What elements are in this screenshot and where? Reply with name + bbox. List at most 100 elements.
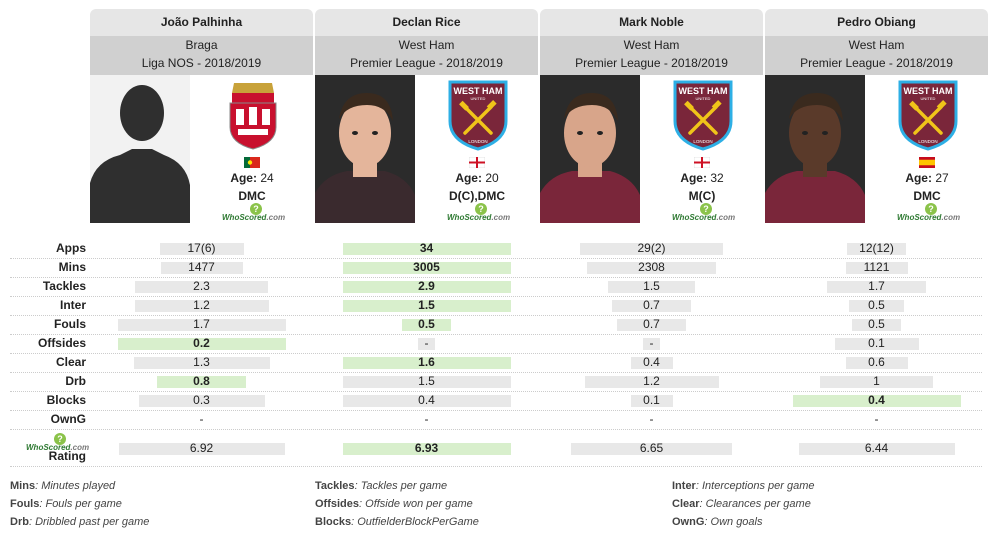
age-label: Age: bbox=[905, 171, 932, 185]
stat-cell: 1121 bbox=[765, 258, 988, 277]
row-divider bbox=[10, 315, 982, 316]
svg-text:LONDON: LONDON bbox=[693, 139, 712, 144]
stat-value: - bbox=[424, 412, 429, 426]
whoscored-link[interactable]: ? WhoScored.com bbox=[672, 203, 736, 225]
stat-cell: 1.6 bbox=[315, 353, 538, 372]
legend-key: OwnG bbox=[672, 516, 705, 528]
stat-bar bbox=[793, 395, 961, 407]
stat-value: 1.5 bbox=[418, 298, 435, 312]
stat-label: Inter bbox=[10, 296, 86, 316]
stat-value: - bbox=[199, 412, 204, 426]
stat-cell: 2.9 bbox=[315, 277, 538, 296]
whoscored-question-icon: ? bbox=[700, 203, 712, 215]
stat-bar bbox=[343, 281, 511, 293]
stat-label: Blocks bbox=[10, 391, 86, 411]
stat-value: 0.5 bbox=[418, 317, 435, 331]
svg-text:LONDON: LONDON bbox=[468, 139, 487, 144]
legend-key: Blocks bbox=[315, 516, 352, 528]
player-position: D(C),DMC bbox=[449, 189, 505, 203]
team-name[interactable]: West Ham bbox=[765, 36, 988, 54]
legend-key: Drb bbox=[10, 516, 29, 528]
age-value: 20 bbox=[485, 171, 499, 185]
stat-value: 6.93 bbox=[414, 441, 439, 455]
whoscored-link[interactable]: ? WhoScored.com bbox=[222, 203, 285, 225]
stat-bar bbox=[134, 357, 270, 369]
stat-value: 0.1 bbox=[868, 336, 885, 350]
whoscored-wordmark: WhoScored bbox=[447, 213, 492, 222]
legend-key: Inter bbox=[672, 480, 696, 492]
stat-value: 0.1 bbox=[643, 393, 660, 407]
stat-label: Clear bbox=[10, 353, 86, 373]
rating-whoscored-link[interactable]: ? WhoScored.com bbox=[26, 433, 89, 455]
legend-desc: Own goals bbox=[710, 516, 763, 528]
svg-text:LONDON: LONDON bbox=[918, 139, 937, 144]
age-label: Age: bbox=[680, 171, 707, 185]
row-divider bbox=[10, 372, 982, 373]
team-name[interactable]: Braga bbox=[90, 36, 313, 54]
age-value: 24 bbox=[260, 171, 274, 185]
stat-value: - bbox=[424, 336, 429, 350]
west-ham-crest-icon[interactable]: WEST HAM UNITED LONDON bbox=[897, 79, 959, 151]
stat-cell: 0.7 bbox=[540, 315, 763, 334]
stat-bar bbox=[580, 243, 723, 255]
player-column: Declan Rice West Ham Premier League - 2018… bbox=[315, 9, 538, 233]
stat-value: 1.5 bbox=[643, 279, 660, 293]
stat-value: 3005 bbox=[413, 260, 440, 274]
legend-item: Inter: Interceptions per game bbox=[672, 480, 815, 492]
whoscored-link[interactable]: ? WhoScored.com bbox=[897, 203, 960, 225]
stat-label: Mins bbox=[10, 258, 86, 278]
stat-cell: 6.44 bbox=[765, 437, 988, 459]
stat-cell: - bbox=[315, 410, 538, 429]
age-label: Age: bbox=[230, 171, 257, 185]
player-name[interactable]: Pedro Obiang bbox=[765, 9, 988, 36]
player-name[interactable]: João Palhinha bbox=[90, 9, 313, 36]
player-column: Mark Noble West Ham Premier League - 2018/… bbox=[540, 9, 763, 233]
row-divider bbox=[10, 429, 982, 430]
stat-cell: 3005 bbox=[315, 258, 538, 277]
row-divider bbox=[10, 296, 982, 297]
league-season: Premier League - 2018/2019 bbox=[540, 54, 763, 75]
league-season: Premier League - 2018/2019 bbox=[765, 54, 988, 75]
stat-cell: 6.65 bbox=[540, 437, 763, 459]
league-season: Liga NOS - 2018/2019 bbox=[90, 54, 313, 75]
stat-cell: 0.8 bbox=[90, 372, 313, 391]
whoscored-logo: ? WhoScored.com bbox=[672, 203, 736, 222]
legend-key: Tackles bbox=[315, 480, 355, 492]
legend-item: Tackles: Tackles per game bbox=[315, 480, 448, 492]
stat-cell: 0.5 bbox=[765, 315, 988, 334]
stat-value: 0.5 bbox=[868, 298, 885, 312]
team-name[interactable]: West Ham bbox=[315, 36, 538, 54]
stat-cell: 0.1 bbox=[540, 391, 763, 410]
stat-cell: 12(12) bbox=[765, 239, 988, 258]
whoscored-link[interactable]: ? WhoScored.com bbox=[447, 203, 510, 225]
stat-bar bbox=[118, 338, 286, 350]
braga-crest-icon[interactable] bbox=[222, 79, 284, 151]
stat-value: 2308 bbox=[638, 260, 665, 274]
whoscored-dotcom: .com bbox=[716, 213, 736, 222]
stat-bar bbox=[418, 338, 435, 350]
player-name[interactable]: Declan Rice bbox=[315, 9, 538, 36]
stat-cell: 6.93 bbox=[315, 437, 538, 459]
team-name[interactable]: West Ham bbox=[540, 36, 763, 54]
stat-bar bbox=[402, 319, 451, 331]
stat-cell: 2.3 bbox=[90, 277, 313, 296]
stat-value: 0.4 bbox=[643, 355, 660, 369]
legend-desc: Offside won per game bbox=[365, 498, 473, 510]
legend-key: Clear bbox=[672, 498, 700, 510]
stat-bar bbox=[343, 443, 511, 455]
player-card: Age: 24 DMC? WhoScored.com bbox=[90, 75, 313, 233]
stat-bar bbox=[118, 319, 286, 331]
stat-bar bbox=[135, 281, 268, 293]
stat-value: 1477 bbox=[188, 260, 215, 274]
player-name[interactable]: Mark Noble bbox=[540, 9, 763, 36]
stat-bar bbox=[846, 262, 908, 274]
stat-value: 1.2 bbox=[643, 374, 660, 388]
stat-value: 1.3 bbox=[193, 355, 210, 369]
west-ham-crest-icon[interactable]: WEST HAM UNITED LONDON bbox=[672, 79, 734, 151]
age-value: 32 bbox=[710, 171, 724, 185]
row-divider bbox=[10, 334, 982, 335]
stat-cell: 0.5 bbox=[765, 296, 988, 315]
stat-label: Apps bbox=[10, 239, 86, 259]
west-ham-crest-icon[interactable]: WEST HAM UNITED LONDON bbox=[447, 79, 509, 151]
portugal-flag-icon bbox=[244, 155, 260, 168]
